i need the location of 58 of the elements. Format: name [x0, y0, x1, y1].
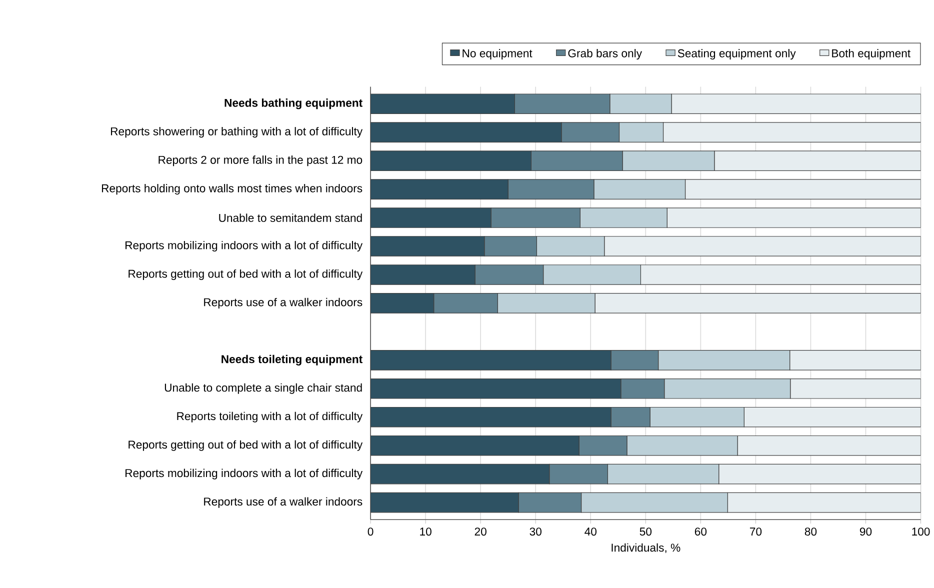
y-tick-label: Reports mobilizing indoors with a lot of difficulty [126, 468, 363, 480]
y-tick-label: Reports 2 or more falls in the past 12 mo [158, 156, 362, 166]
bar [604, 236, 921, 257]
x-tick-label: 40 [584, 528, 596, 536]
legend-label: Both equipment [832, 49, 910, 60]
bar [790, 378, 921, 399]
bar [370, 407, 612, 428]
y-tick-label: Reports mobilizing indoors with a lot of difficulty [126, 241, 363, 252]
x-tick-label: 90 [860, 528, 872, 536]
bar [370, 464, 550, 484]
x-tick-label: 80 [804, 528, 817, 536]
bar [671, 94, 921, 114]
bar [370, 293, 434, 314]
bar [744, 407, 921, 428]
x-tick-label: 70 [750, 528, 762, 536]
legend-label: No equipment [462, 49, 532, 60]
bar [370, 492, 519, 513]
x-tick-label: 0 [368, 528, 374, 536]
y-tick-label: Reports holding onto walls most times when indoors [102, 184, 362, 195]
bar [370, 150, 532, 172]
y-tick-label: Needs bathing equipment [224, 98, 362, 110]
x-tick-label: 60 [694, 528, 707, 536]
bar [737, 436, 921, 456]
x-axis-title: Individuals, % [612, 544, 680, 554]
bar [370, 179, 508, 200]
x-tick-label: 100 [912, 528, 930, 536]
bar [594, 293, 921, 314]
bar [640, 264, 921, 286]
bar [727, 492, 921, 513]
bar [370, 264, 476, 286]
legend-label: Seating equipment only [678, 49, 796, 60]
y-tick-label: Unable to semitandem stand [219, 214, 362, 222]
bar [666, 208, 921, 228]
bar [370, 436, 580, 456]
bar [370, 208, 492, 228]
bar [718, 464, 921, 484]
y-tick-label: Needs toileting equipment [222, 355, 362, 366]
bar [370, 236, 485, 257]
y-tick-label: Reports use of a walker indoors [204, 298, 362, 309]
y-tick-label: Unable to complete a single chair stand [164, 384, 362, 394]
bar [714, 150, 921, 172]
y-tick-label: Reports getting out of bed with a lot of difficulty [128, 440, 363, 452]
bar [370, 378, 622, 399]
x-tick-label: 10 [420, 528, 432, 536]
bar [370, 350, 612, 370]
x-tick-label: 20 [474, 528, 486, 536]
bar [790, 350, 921, 370]
bar [370, 94, 515, 114]
bar [662, 122, 921, 143]
x-tick-label: 50 [640, 528, 652, 536]
x-tick-label: 30 [530, 528, 542, 536]
bar [684, 179, 921, 200]
legend-label: Grab bars only [568, 49, 642, 60]
bar [370, 122, 562, 143]
y-tick-label: Reports showering or bathing with a lot of difficulty [111, 127, 363, 138]
y-tick-label: Reports toileting with a lot of difficulty [177, 412, 363, 423]
y-tick-label: Reports getting out of bed with a lot of difficulty [128, 270, 363, 280]
y-tick-label: Reports use of a walker indoors [204, 497, 362, 508]
